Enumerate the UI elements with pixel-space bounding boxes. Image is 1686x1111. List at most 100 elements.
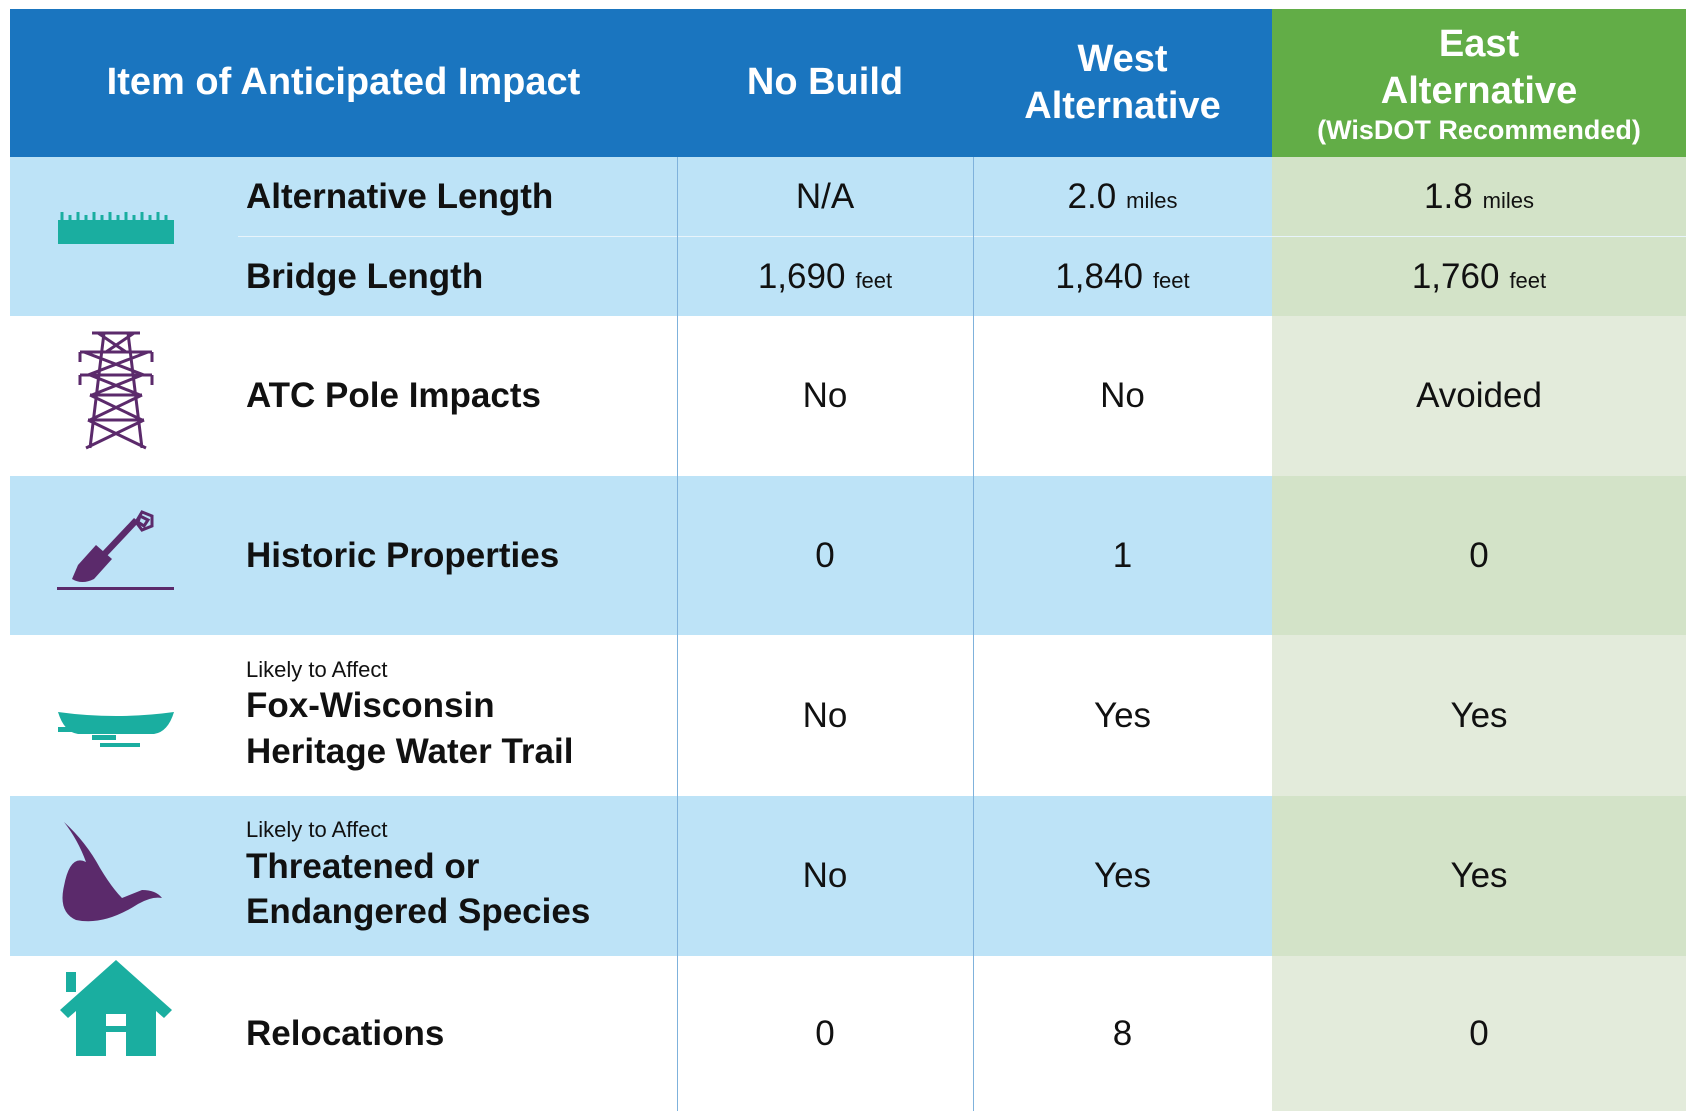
value-line: 0	[815, 1014, 834, 1054]
value: No	[802, 695, 848, 735]
value: 1.8	[1424, 177, 1473, 216]
value-cell: 1,690 feet	[677, 237, 973, 316]
value-line: N/A	[796, 177, 854, 217]
value-line: 0	[815, 536, 834, 576]
row-background	[1272, 635, 1686, 796]
value-line: Yes	[1094, 696, 1151, 736]
value: 1	[1112, 535, 1133, 575]
value-line: 1,760 feet	[1412, 257, 1546, 297]
row-background	[10, 476, 1272, 635]
header-title: Item of Anticipated Impact	[106, 61, 581, 104]
value: 0	[815, 535, 835, 575]
value: N/A	[795, 177, 855, 216]
value-line: Yes	[1094, 856, 1151, 896]
value-line: Yes	[1450, 856, 1507, 896]
unit: miles	[1482, 188, 1534, 213]
row-label: ATC Pole Impacts	[10, 316, 677, 476]
value-line: 1.8 miles	[1424, 177, 1534, 217]
row-background	[1272, 476, 1686, 635]
value-cell: 0	[677, 476, 973, 635]
row-background	[10, 796, 1272, 956]
value-cell: 0	[677, 956, 973, 1111]
row-label-text: Historic Properties	[246, 535, 560, 575]
unit: feet	[855, 267, 893, 293]
row-background	[10, 237, 1272, 316]
header-cell: Item of Anticipated Impact	[10, 9, 677, 157]
row-background	[1272, 956, 1686, 1111]
value: Yes	[1093, 856, 1152, 895]
value-cell: 8	[973, 956, 1272, 1111]
value-cell: 0	[1272, 476, 1686, 635]
row-label: Alternative Length	[10, 157, 677, 237]
value-cell: 2.0 miles	[973, 157, 1272, 237]
value-line: No	[803, 856, 848, 896]
row-note: Likely to Affect	[246, 656, 388, 682]
value-line: 8	[1113, 1014, 1132, 1054]
value: 1,760	[1411, 256, 1500, 296]
row-background	[10, 316, 1272, 476]
row-background	[1272, 157, 1686, 237]
header-subtitle: (WisDOT Recommended)	[1317, 114, 1641, 145]
row-note: Likely to Affect	[246, 817, 388, 843]
unit: miles	[1126, 188, 1178, 213]
value-line: No	[803, 696, 848, 736]
value: 1,840	[1055, 256, 1143, 296]
row-background	[10, 635, 1272, 796]
header-cell: West Alternative	[973, 9, 1272, 157]
value-cell: No	[677, 796, 973, 956]
unit: feet	[1152, 267, 1190, 293]
row-label-text: Fox-Wisconsin Heritage Water Trail	[246, 686, 574, 771]
value-line: 0	[1469, 536, 1488, 576]
row-label: Relocations	[10, 956, 677, 1111]
value: 0	[1469, 535, 1489, 575]
value: No	[802, 856, 848, 895]
value-cell: 0	[1272, 956, 1686, 1111]
column-divider	[973, 157, 974, 1111]
row-label: Historic Properties	[10, 476, 677, 635]
value-line: 2.0 miles	[1068, 177, 1178, 217]
row-label-text: ATC Pole Impacts	[246, 376, 541, 416]
value-cell: Yes	[1272, 635, 1686, 796]
value-cell: No	[973, 316, 1272, 476]
value-cell: No	[677, 316, 973, 476]
row-label-text: Threatened or Endangered Species	[246, 846, 591, 932]
value-cell: Avoided	[1272, 316, 1686, 476]
header-title: East Alternative	[1380, 22, 1578, 113]
value: 2.0	[1067, 177, 1117, 216]
value-cell: Yes	[973, 796, 1272, 956]
value-line: No	[1100, 376, 1145, 416]
value-cell: No	[677, 635, 973, 796]
value-cell: N/A	[677, 157, 973, 237]
value: Yes	[1450, 856, 1508, 895]
header-title: West Alternative	[1024, 37, 1221, 128]
value-line: Yes	[1450, 696, 1507, 736]
row-background	[1272, 316, 1686, 476]
value: No	[802, 376, 848, 415]
row-background	[1272, 796, 1686, 956]
value-line: 0	[1469, 1014, 1488, 1054]
value-cell: 1	[973, 476, 1272, 635]
value: Yes	[1093, 695, 1152, 735]
row-label: Bridge Length	[10, 237, 677, 316]
row-background	[10, 956, 1272, 1111]
value: Yes	[1450, 695, 1508, 735]
value-line: 1,840 feet	[1055, 257, 1189, 297]
value-line: Avoided	[1416, 376, 1542, 416]
value-cell: 1,840 feet	[973, 237, 1272, 316]
row-label-text: Relocations	[246, 1013, 445, 1053]
row-background	[1272, 237, 1686, 316]
header-cell: East Alternative (WisDOT Recommended)	[1272, 9, 1686, 157]
value: Avoided	[1416, 376, 1542, 415]
value-cell: Yes	[1272, 796, 1686, 956]
value: No	[1100, 376, 1145, 415]
row-label: Likely to Affect Threatened or Endangered…	[10, 796, 677, 956]
row-label: Likely to Affect Fox-Wisconsin Heritage W…	[10, 635, 677, 796]
header-cell: No Build	[677, 9, 973, 157]
unit: feet	[1509, 267, 1547, 293]
row-label-text: Alternative Length	[246, 177, 554, 217]
header-title: No Build	[746, 61, 904, 104]
value: 0	[1469, 1013, 1489, 1053]
value-cell: 1.8 miles	[1272, 157, 1686, 237]
value-line: 1,690 feet	[758, 257, 892, 297]
